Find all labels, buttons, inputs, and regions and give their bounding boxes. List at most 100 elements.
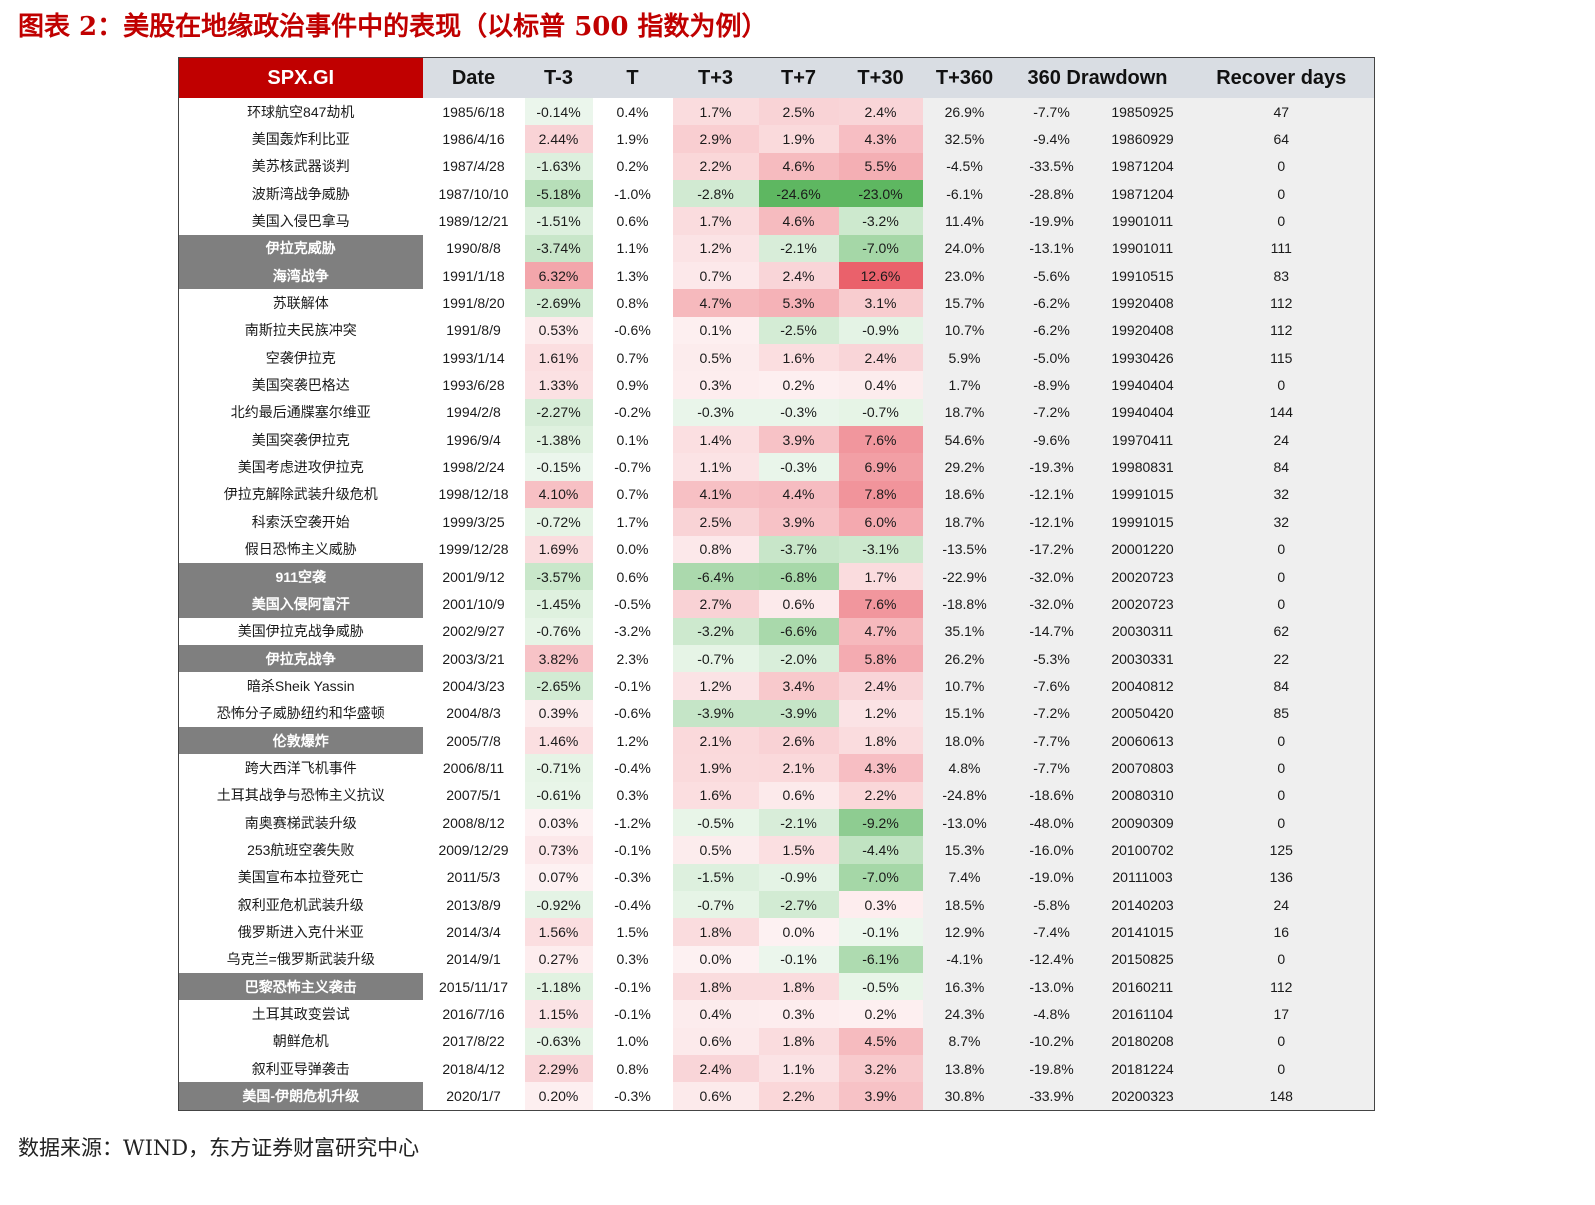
drawdown-360: -33.5% <box>1006 152 1097 181</box>
event-date: 2011/5/3 <box>446 869 501 886</box>
return-t-plus-360: -18.8% <box>922 590 1007 618</box>
return-t: 1.2% <box>616 732 649 749</box>
return-t-plus-360: 18.6% <box>922 480 1007 509</box>
event-name: 南奥赛梯武装升级 <box>178 808 423 837</box>
table-row: 恐怖分子威胁纽约和华盛顿 2004/8/3 0.39% -0.6% -3.9% -3.9%… <box>178 699 1375 727</box>
return-t-plus-360: 29.2% <box>922 453 1007 481</box>
return-t: -0.1% <box>614 1006 651 1023</box>
return-t-minus-3: -0.92% <box>524 890 593 919</box>
return-t: 1.3% <box>616 267 649 284</box>
drawdown-360: -19.3% <box>1006 453 1097 481</box>
drawdown-360: -6.2% <box>1006 289 1097 317</box>
return-t-plus-7: 1.6% <box>758 344 839 372</box>
table-row: 叙利亚危机武装升级 2013/8/9 -0.92% -0.4% -0.7% -2.7% 0.… <box>178 890 1375 919</box>
return-t-plus-3: 0.6% <box>672 1082 759 1111</box>
return-t-plus-3: 1.6% <box>672 781 759 809</box>
drawdown-date: 20100702 <box>1096 836 1189 864</box>
return-t-plus-7: 0.6% <box>758 590 839 618</box>
return-t-plus-7: 5.3% <box>758 289 839 317</box>
recover-days: 112 <box>1188 289 1375 317</box>
drawdown-360: -6.2% <box>1006 316 1097 345</box>
table-row: 美国轰炸利比亚 1986/4/16 2.44% 1.9% 2.9% 1.9% 4.3% 32.… <box>178 125 1375 153</box>
event-date: 2004/8/3 <box>446 705 501 722</box>
event-date: 2017/8/22 <box>442 1033 505 1050</box>
return-t-minus-3: 0.20% <box>524 1082 593 1111</box>
event-name: 土耳其战争与恐怖主义抗议 <box>178 781 423 809</box>
recover-days: 0 <box>1188 726 1375 755</box>
recover-days: 112 <box>1188 316 1375 345</box>
recover-days: 16 <box>1188 918 1375 946</box>
return-t-plus-3: 1.2% <box>672 672 759 700</box>
event-name: 美苏核武器谈判 <box>178 152 423 181</box>
drawdown-360: -16.0% <box>1006 836 1097 864</box>
column-header-drawdown: 360 Drawdown <box>1006 57 1189 98</box>
return-t-plus-7: 1.9% <box>758 125 839 153</box>
figure-title: 图表 2：美股在地缘政治事件中的表现（以标普 500 指数为例） <box>18 12 768 42</box>
drawdown-360: -9.6% <box>1006 426 1097 454</box>
drawdown-date: 19850925 <box>1096 98 1189 126</box>
drawdown-360: -14.7% <box>1006 617 1097 645</box>
return-t-minus-3: 2.29% <box>524 1055 593 1083</box>
return-t-plus-360: 18.7% <box>922 508 1007 536</box>
return-t: 0.9% <box>616 377 649 394</box>
return-t-minus-3: 1.56% <box>524 918 593 946</box>
recover-days: 32 <box>1188 508 1375 536</box>
drawdown-date: 19871204 <box>1096 152 1189 181</box>
return-t-plus-7: 2.6% <box>758 726 839 755</box>
return-t-plus-7: 4.6% <box>758 207 839 235</box>
return-t-plus-30: 6.9% <box>838 453 923 481</box>
return-t-plus-30: 1.8% <box>838 726 923 755</box>
event-name: 美国轰炸利比亚 <box>178 125 423 153</box>
return-t-plus-360: 30.8% <box>922 1082 1007 1111</box>
return-t-plus-7: -24.6% <box>758 180 839 208</box>
return-t-minus-3: -2.65% <box>524 672 593 700</box>
drawdown-360: -32.0% <box>1006 562 1097 591</box>
recover-days: 0 <box>1188 1055 1375 1083</box>
return-t-plus-30: 7.8% <box>838 480 923 509</box>
return-t-minus-3: -0.76% <box>524 617 593 645</box>
event-name: 苏联解体 <box>178 289 423 317</box>
return-t-plus-30: -7.0% <box>838 863 923 891</box>
return-t-plus-7: -2.7% <box>758 890 839 919</box>
table-row: 美国伊拉克战争威胁 2002/9/27 -0.76% -3.2% -3.2% -6.6% 4… <box>178 617 1375 645</box>
drawdown-360: -28.8% <box>1006 180 1097 208</box>
drawdown-360: -13.0% <box>1006 973 1097 1001</box>
event-date: 2014/3/4 <box>446 923 501 940</box>
return-t-plus-360: 8.7% <box>922 1027 1007 1056</box>
return-t-plus-360: 1.7% <box>922 371 1007 399</box>
return-t-plus-3: 1.8% <box>672 918 759 946</box>
drawdown-date: 20030331 <box>1096 644 1189 673</box>
return-t: -0.2% <box>614 404 651 421</box>
return-t-plus-30: -0.9% <box>838 316 923 345</box>
return-t-plus-30: -9.2% <box>838 808 923 837</box>
event-name: 美国突袭伊拉克 <box>178 426 423 454</box>
event-date: 2002/9/27 <box>442 623 505 640</box>
drawdown-date: 19910515 <box>1096 262 1189 290</box>
drawdown-360: -9.4% <box>1006 125 1097 153</box>
return-t-plus-360: 24.0% <box>922 234 1007 263</box>
event-date: 2001/9/12 <box>442 568 505 585</box>
event-date: 2003/3/21 <box>442 650 505 667</box>
drawdown-360: -4.8% <box>1006 1000 1097 1028</box>
return-t-minus-3: 6.32% <box>524 262 593 290</box>
drawdown-360: -7.7% <box>1006 98 1097 126</box>
drawdown-360: -32.0% <box>1006 590 1097 618</box>
return-t-plus-7: -2.1% <box>758 808 839 837</box>
event-name: 朝鲜危机 <box>178 1027 423 1056</box>
table-row: 南奥赛梯武装升级 2008/8/12 0.03% -1.2% -0.5% -2.1% -9.… <box>178 808 1375 837</box>
drawdown-date: 20111003 <box>1096 863 1189 891</box>
drawdown-date: 20040812 <box>1096 672 1189 700</box>
return-t-plus-3: 1.7% <box>672 98 759 126</box>
return-t-plus-30: -23.0% <box>838 180 923 208</box>
return-t-plus-3: 1.2% <box>672 234 759 263</box>
return-t-plus-30: 3.2% <box>838 1055 923 1083</box>
recover-days: 84 <box>1188 672 1375 700</box>
return-t-minus-3: -2.69% <box>524 289 593 317</box>
drawdown-360: -12.1% <box>1006 508 1097 536</box>
return-t-plus-30: -4.4% <box>838 836 923 864</box>
event-date: 2015/11/17 <box>438 978 509 995</box>
event-name: 美国入侵阿富汗 <box>178 590 423 618</box>
return-t-minus-3: 3.82% <box>524 644 593 673</box>
return-t-plus-30: 4.7% <box>838 617 923 645</box>
event-name: 美国宣布本拉登死亡 <box>178 863 423 891</box>
